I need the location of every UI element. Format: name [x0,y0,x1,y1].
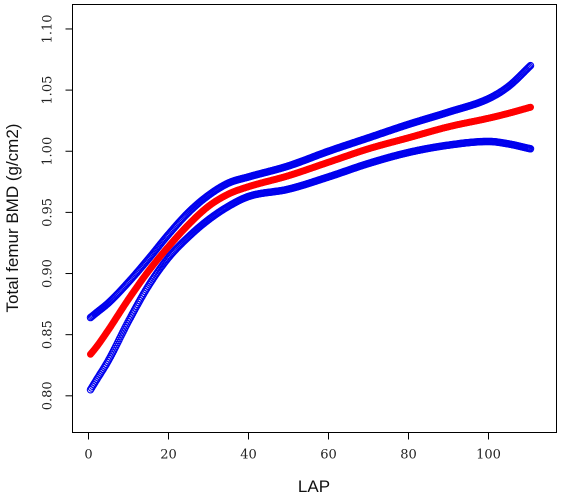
y-axis-title: Total femur BMD (g/cm2) [3,124,22,313]
series-layer [86,61,535,394]
x-tick-label: 100 [476,448,501,463]
x-axis: 0 20 40 60 80 100 [84,432,501,463]
series-lower [86,137,535,394]
plot-frame [72,4,557,433]
y-tick-label: 1.05 [41,76,56,105]
y-tick-label: 0.80 [41,381,56,410]
data-point-upper [525,62,534,71]
y-tick-label: 1.10 [41,14,56,43]
series-upper [86,61,535,322]
data-point-fit [526,103,534,111]
series-fit [87,103,534,358]
x-tick-label: 20 [160,448,177,463]
y-axis: 0.80 0.85 0.90 0.95 1.00 1.05 1.10 [41,14,73,410]
x-axis-title: LAP [298,477,330,496]
data-point-lower [526,145,535,153]
y-tick-label: 0.85 [41,320,56,349]
data-point-upper [526,61,535,70]
x-tick-label: 0 [84,448,92,463]
data-point-upper [524,63,533,72]
x-tick-label: 80 [400,448,417,463]
y-tick-label: 0.90 [41,259,56,288]
x-tick-label: 60 [320,448,337,463]
x-tick-label: 40 [240,448,257,463]
y-tick-label: 1.00 [41,137,56,166]
y-tick-label: 0.95 [41,198,56,227]
data-point-lower [102,360,110,369]
